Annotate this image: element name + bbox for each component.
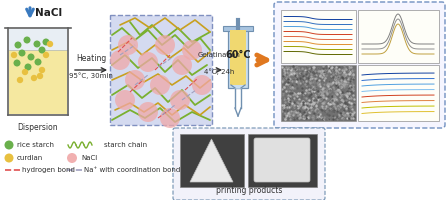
Circle shape <box>182 40 202 60</box>
Circle shape <box>15 42 21 48</box>
Circle shape <box>25 64 32 71</box>
Text: NaCl: NaCl <box>35 8 62 18</box>
Text: hydrogen bond: hydrogen bond <box>22 167 75 173</box>
Text: 60°C: 60°C <box>225 50 251 60</box>
Circle shape <box>42 38 50 46</box>
Text: Heating: Heating <box>76 54 106 63</box>
Circle shape <box>24 36 30 44</box>
Text: rice starch: rice starch <box>17 142 54 148</box>
FancyBboxPatch shape <box>223 26 253 31</box>
Circle shape <box>47 41 53 47</box>
Circle shape <box>4 154 13 162</box>
FancyBboxPatch shape <box>9 50 67 114</box>
FancyBboxPatch shape <box>358 9 438 62</box>
Circle shape <box>13 60 21 66</box>
FancyBboxPatch shape <box>254 138 310 182</box>
Circle shape <box>115 90 135 110</box>
FancyBboxPatch shape <box>274 2 445 128</box>
FancyBboxPatch shape <box>358 64 438 120</box>
Circle shape <box>155 35 175 55</box>
Polygon shape <box>231 85 245 88</box>
Text: Gelatination: Gelatination <box>198 52 240 58</box>
FancyBboxPatch shape <box>110 15 212 125</box>
Circle shape <box>138 102 158 122</box>
Text: Na⁺ with coordination bond: Na⁺ with coordination bond <box>84 167 180 173</box>
Circle shape <box>43 52 49 58</box>
Text: Dispersion: Dispersion <box>18 123 58 132</box>
Text: 4°C, 24h: 4°C, 24h <box>204 68 234 75</box>
Circle shape <box>150 75 170 95</box>
FancyBboxPatch shape <box>281 64 355 120</box>
Circle shape <box>4 140 13 150</box>
Circle shape <box>138 52 158 72</box>
Circle shape <box>170 90 190 110</box>
Circle shape <box>39 67 45 73</box>
Text: curdlan: curdlan <box>17 155 43 161</box>
FancyBboxPatch shape <box>9 29 67 50</box>
Circle shape <box>18 49 25 56</box>
Polygon shape <box>190 139 233 182</box>
FancyBboxPatch shape <box>281 9 355 62</box>
FancyBboxPatch shape <box>230 30 246 85</box>
Circle shape <box>110 50 130 70</box>
Circle shape <box>67 153 77 163</box>
Circle shape <box>28 53 34 60</box>
Circle shape <box>160 108 180 128</box>
Circle shape <box>172 55 192 75</box>
FancyBboxPatch shape <box>248 134 317 186</box>
Circle shape <box>31 75 37 81</box>
Circle shape <box>33 40 41 47</box>
FancyBboxPatch shape <box>179 134 244 186</box>
Circle shape <box>34 58 41 66</box>
FancyBboxPatch shape <box>173 128 325 200</box>
Text: 95°C, 30min: 95°C, 30min <box>69 72 113 79</box>
Circle shape <box>11 52 17 58</box>
Circle shape <box>37 73 43 79</box>
Circle shape <box>22 69 28 75</box>
Circle shape <box>38 46 45 53</box>
Circle shape <box>118 35 138 55</box>
Text: printing products: printing products <box>216 186 282 195</box>
Text: starch chain: starch chain <box>104 142 147 148</box>
Text: NaCl: NaCl <box>81 155 97 161</box>
FancyBboxPatch shape <box>228 28 248 88</box>
Circle shape <box>192 75 212 95</box>
Circle shape <box>125 70 145 90</box>
Circle shape <box>17 77 23 83</box>
